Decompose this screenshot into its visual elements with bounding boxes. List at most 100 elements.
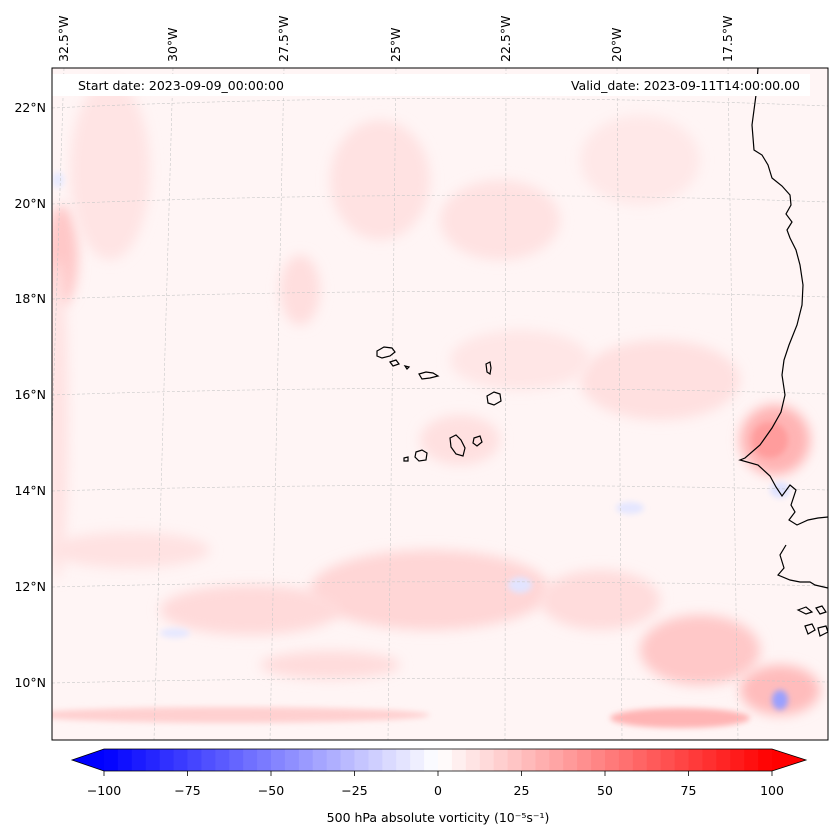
lon-label: 30°W — [165, 27, 180, 62]
lon-label: 20°W — [609, 27, 624, 62]
date-header-background — [52, 74, 810, 96]
colorbar-cell — [674, 749, 689, 771]
island-brava — [403, 456, 409, 462]
colorbar-min-extend — [72, 749, 104, 771]
colorbar-cell — [549, 749, 564, 771]
colorbar-ticks — [103, 771, 773, 776]
colorbar-cell — [632, 749, 648, 771]
colorbar-tick-label: −75 — [174, 783, 200, 798]
lat-label: 10°N — [14, 675, 46, 690]
vorticity-patch — [310, 550, 550, 630]
island-maio — [472, 435, 483, 447]
colorbar-cell — [521, 749, 536, 771]
lat-label: 16°N — [14, 387, 46, 402]
colorbar-cell — [145, 749, 161, 771]
colorbar-tick-label: 50 — [597, 783, 613, 798]
vorticity-patch — [450, 330, 590, 390]
colorbar-cell — [159, 749, 174, 771]
coastlines — [376, 68, 828, 637]
parallel-14n — [52, 484, 828, 492]
colorbar-cell — [660, 749, 675, 771]
parallel-16n — [52, 387, 828, 396]
colorbar-cell — [229, 749, 244, 771]
lon-label: 25°W — [388, 27, 403, 62]
island-sal — [485, 361, 492, 376]
vorticity-patch — [330, 120, 430, 240]
colorbar-cell — [201, 749, 216, 771]
colorbar-cell — [410, 749, 425, 771]
island-boa-vista — [486, 391, 502, 406]
lon-label: 27.5°W — [276, 16, 291, 62]
colorbar-cell — [187, 749, 202, 771]
vorticity-patch — [440, 180, 560, 260]
colorbar-cell — [577, 749, 592, 771]
meridian-27-5w — [269, 68, 285, 740]
colorbar-cell — [744, 749, 759, 771]
colorbar-cell — [326, 749, 341, 771]
vorticity-patch — [52, 707, 430, 723]
start-date-label: Start date: 2023-09-09_00:00:00 — [78, 78, 284, 93]
colorbar-units: (10⁻⁵s⁻¹) — [494, 810, 549, 825]
vorticity-patch — [280, 255, 320, 325]
colorbar-cell — [688, 749, 703, 771]
lon-label: 17.5°W — [720, 16, 735, 62]
vorticity-negative-patch — [52, 172, 64, 188]
vorticity-negative-patch — [160, 628, 190, 638]
colorbar-tick-label: −25 — [341, 783, 367, 798]
island-sao-nicolau — [418, 371, 440, 380]
island-sao-vicente — [389, 359, 400, 367]
colorbar-cell — [730, 749, 745, 771]
colorbar-cell — [591, 749, 606, 771]
meridian-25w — [387, 68, 397, 740]
colorbar-cell — [382, 749, 397, 771]
lat-label: 18°N — [14, 291, 46, 306]
island-santo-antao — [376, 346, 396, 359]
colorbar-tick-label: 100 — [760, 783, 784, 798]
lon-label: 22.5°W — [498, 16, 513, 62]
island-fogo — [414, 449, 428, 462]
colorbar-title: 500 hPa absolute vorticity (10⁻⁵s⁻¹) — [327, 810, 550, 825]
parallel-10n — [52, 677, 828, 684]
lat-label: 14°N — [14, 483, 46, 498]
parallel-22n — [52, 98, 828, 109]
colorbar-tick-label: −100 — [87, 783, 121, 798]
colorbar-cell — [368, 749, 383, 771]
meridian-17-5w — [727, 68, 739, 740]
african-coastline — [738, 68, 828, 526]
vorticity-patch — [52, 532, 210, 568]
colorbar-cell — [618, 749, 634, 771]
guinea-coastline — [777, 544, 828, 589]
colorbar-cells — [104, 749, 773, 771]
colorbar-cell — [465, 749, 481, 771]
parallel-12n — [52, 581, 828, 588]
vorticity-patch — [640, 615, 760, 685]
parallel-20n — [52, 195, 828, 205]
colorbar-cell — [271, 749, 286, 771]
colorbar-cell — [479, 749, 495, 771]
vorticity-patch — [52, 260, 68, 580]
vorticity-patch — [260, 651, 400, 679]
island-santiago — [449, 434, 466, 457]
vorticity-patch — [580, 340, 740, 420]
valid-date-label: Valid_date: 2023-09-11T14:00:00.00 — [571, 78, 800, 93]
vorticity-field — [52, 80, 820, 728]
colorbar-cell — [493, 749, 508, 771]
colorbar-cell — [507, 749, 522, 771]
vorticity-patch — [610, 708, 750, 728]
colorbar-cell — [117, 749, 133, 771]
lat-label: 12°N — [14, 579, 46, 594]
colorbar-cell — [758, 749, 773, 771]
colorbar-max-extend — [772, 749, 806, 771]
parallel-18n — [52, 291, 828, 300]
colorbar-cell — [354, 749, 369, 771]
lon-label: 32.5°W — [56, 16, 71, 62]
graticule — [52, 68, 828, 740]
meridian-20w — [616, 68, 623, 740]
colorbar-cell — [646, 749, 662, 771]
vorticity-patch — [160, 585, 340, 635]
colorbar-cell — [243, 749, 258, 771]
map-panel: Start date: 2023-09-09_00:00:00 Valid_da… — [52, 68, 828, 740]
colorbar-cell — [396, 749, 411, 771]
colorbar-cell — [215, 749, 230, 771]
